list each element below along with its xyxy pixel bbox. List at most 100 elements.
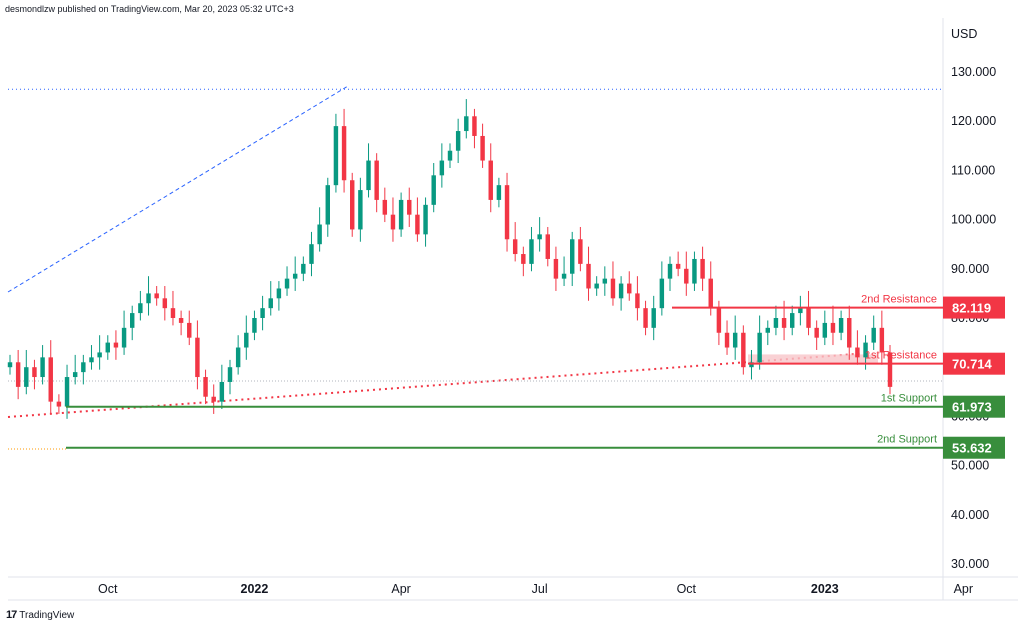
x-tick-label: Oct	[677, 582, 697, 596]
candle-body	[529, 239, 534, 264]
candle-body	[814, 327, 819, 338]
candle-body	[700, 258, 705, 279]
candle-body	[32, 367, 37, 378]
candle-body	[219, 381, 225, 402]
candle-body	[765, 327, 770, 333]
candle-body	[472, 116, 477, 136]
level-label-2nd-resistance: 2nd Resistance	[861, 294, 937, 306]
price-tag-61-973: 61.973	[952, 400, 992, 415]
candle-body	[610, 278, 616, 299]
candle-body	[627, 283, 632, 294]
candle-body	[798, 308, 803, 314]
x-tick-label: 2023	[811, 582, 839, 596]
price-tag-53-632: 53.632	[952, 441, 992, 456]
candle-body	[749, 362, 754, 368]
y-tick-label: 130.000	[951, 65, 996, 79]
x-tick-label: 2022	[241, 582, 269, 596]
candle-body	[887, 352, 893, 387]
candle-body	[521, 254, 526, 264]
candle-body	[708, 278, 713, 309]
candle-body	[732, 332, 738, 348]
candle-body	[716, 308, 722, 333]
price-tag-70-714: 70.714	[952, 357, 993, 372]
candle-body	[154, 293, 159, 299]
y-tick-label: 50.000	[951, 459, 989, 473]
candle-body	[871, 327, 876, 343]
candle-body	[602, 278, 608, 284]
candle-body	[496, 185, 502, 200]
candle-body	[659, 278, 665, 309]
resistance-zone	[748, 354, 878, 364]
candle-body	[358, 190, 363, 230]
candle-body	[350, 180, 355, 230]
candle-body	[675, 263, 681, 269]
candle-body	[830, 322, 836, 333]
x-tick-label: Apr	[391, 582, 410, 596]
y-tick-label: 30.000	[951, 557, 989, 571]
level-label-2nd-support: 2nd Support	[877, 434, 937, 446]
level-label-1st-support: 1st Support	[881, 393, 937, 405]
candle-body	[227, 367, 233, 382]
candle-body	[838, 318, 844, 333]
candle-body	[382, 199, 388, 215]
candle-body	[692, 258, 697, 284]
candle-body	[121, 327, 127, 348]
candle-body	[292, 273, 298, 279]
level-label-1st-resistance: 1st Resistance	[865, 350, 937, 362]
candle-body	[537, 234, 542, 240]
price-tag-bg	[943, 352, 1005, 375]
candle-body	[635, 293, 640, 309]
price-tag-bg	[943, 395, 1005, 418]
candle-body	[252, 318, 257, 333]
price-tag-bg	[943, 296, 1005, 319]
candle-body	[40, 357, 45, 378]
candle-body	[187, 322, 192, 338]
candle-body	[301, 263, 306, 274]
candle-body	[570, 239, 575, 274]
candle-body	[284, 278, 290, 289]
candle-body	[178, 318, 184, 323]
candle-body	[309, 244, 314, 264]
candle-body	[260, 308, 265, 318]
candle-body	[72, 372, 78, 378]
candle-body	[822, 322, 828, 338]
publisher-caption: desmondlzw published on TradingView.com,…	[5, 4, 294, 14]
y-tick-label: 100.000	[951, 213, 996, 227]
tradingview-footer: 17 TradingView	[6, 609, 74, 621]
candle-body	[431, 175, 436, 205]
candle-body	[423, 204, 428, 235]
candle-body	[545, 234, 550, 259]
candle-body	[667, 263, 673, 279]
candle-body	[113, 342, 119, 348]
candle-body	[773, 318, 779, 328]
candle-body	[806, 308, 811, 328]
candle-body	[684, 268, 689, 284]
candle-body	[97, 352, 102, 358]
candle-body	[244, 332, 249, 348]
candle-body	[863, 342, 868, 358]
candle-body	[146, 293, 151, 304]
candle-body	[455, 131, 461, 151]
candle-body	[235, 347, 241, 368]
x-tick-label: Jul	[532, 582, 548, 596]
candle-body	[855, 347, 860, 358]
candle-body	[651, 308, 656, 328]
candle-body	[162, 298, 168, 309]
candle-body	[203, 377, 208, 397]
y-tick-label: 120.000	[951, 114, 996, 128]
candle-body	[480, 135, 485, 161]
candle-body	[268, 298, 273, 309]
candle-body	[211, 396, 216, 402]
y-tick-label: 40.000	[951, 508, 989, 522]
candle-body	[89, 357, 94, 363]
candle-body	[488, 160, 493, 200]
candle-body	[81, 362, 86, 373]
price-tag-bg	[943, 436, 1005, 459]
candle-body	[333, 126, 339, 186]
y-tick-label: 90.000	[951, 262, 989, 276]
candle-body	[512, 239, 518, 255]
candle-body	[415, 214, 420, 235]
candle-body	[447, 150, 453, 161]
candle-body	[64, 377, 70, 407]
